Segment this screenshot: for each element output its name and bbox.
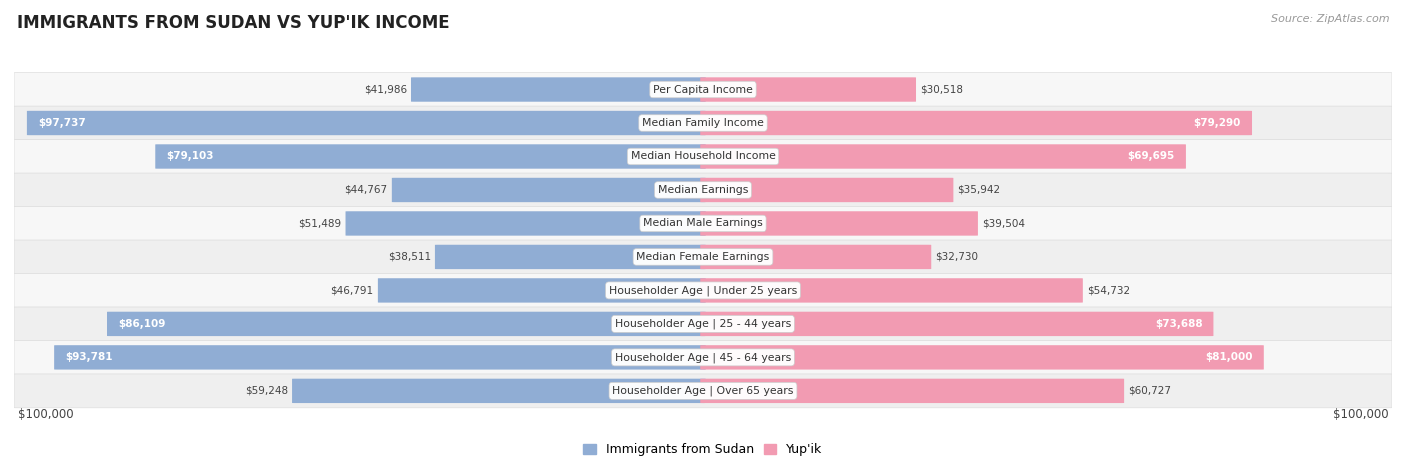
Text: $44,767: $44,767 <box>344 185 388 195</box>
FancyBboxPatch shape <box>434 245 706 269</box>
Text: IMMIGRANTS FROM SUDAN VS YUP'IK INCOME: IMMIGRANTS FROM SUDAN VS YUP'IK INCOME <box>17 14 450 32</box>
Text: $51,489: $51,489 <box>298 219 342 228</box>
FancyBboxPatch shape <box>27 111 706 135</box>
Text: $46,791: $46,791 <box>330 285 374 296</box>
FancyBboxPatch shape <box>155 144 706 169</box>
FancyBboxPatch shape <box>700 78 915 102</box>
FancyBboxPatch shape <box>14 307 1392 341</box>
Text: Median Female Earnings: Median Female Earnings <box>637 252 769 262</box>
Text: Householder Age | Over 65 years: Householder Age | Over 65 years <box>612 386 794 396</box>
Text: $35,942: $35,942 <box>957 185 1001 195</box>
Text: $79,290: $79,290 <box>1194 118 1241 128</box>
FancyBboxPatch shape <box>700 278 1083 303</box>
Text: $39,504: $39,504 <box>981 219 1025 228</box>
Text: $60,727: $60,727 <box>1128 386 1171 396</box>
FancyBboxPatch shape <box>14 106 1392 140</box>
Text: Householder Age | 25 - 44 years: Householder Age | 25 - 44 years <box>614 318 792 329</box>
FancyBboxPatch shape <box>14 274 1392 307</box>
FancyBboxPatch shape <box>411 78 706 102</box>
FancyBboxPatch shape <box>700 111 1251 135</box>
Text: $100,000: $100,000 <box>1333 408 1389 421</box>
Text: Median Household Income: Median Household Income <box>630 151 776 162</box>
FancyBboxPatch shape <box>700 245 931 269</box>
FancyBboxPatch shape <box>14 72 1392 106</box>
FancyBboxPatch shape <box>55 345 706 369</box>
Text: $54,732: $54,732 <box>1087 285 1130 296</box>
Text: $69,695: $69,695 <box>1128 151 1175 162</box>
FancyBboxPatch shape <box>378 278 706 303</box>
FancyBboxPatch shape <box>700 211 979 236</box>
FancyBboxPatch shape <box>14 340 1392 374</box>
Text: $59,248: $59,248 <box>245 386 288 396</box>
Text: $30,518: $30,518 <box>920 85 963 94</box>
Text: $100,000: $100,000 <box>17 408 73 421</box>
Text: $86,109: $86,109 <box>118 319 166 329</box>
Legend: Immigrants from Sudan, Yup'ik: Immigrants from Sudan, Yup'ik <box>578 439 828 461</box>
Text: $41,986: $41,986 <box>364 85 406 94</box>
Text: $97,737: $97,737 <box>38 118 86 128</box>
FancyBboxPatch shape <box>392 178 706 202</box>
FancyBboxPatch shape <box>14 140 1392 173</box>
FancyBboxPatch shape <box>700 311 1213 336</box>
Text: $79,103: $79,103 <box>166 151 214 162</box>
Text: Householder Age | Under 25 years: Householder Age | Under 25 years <box>609 285 797 296</box>
Text: Source: ZipAtlas.com: Source: ZipAtlas.com <box>1271 14 1389 24</box>
Text: Median Family Income: Median Family Income <box>643 118 763 128</box>
FancyBboxPatch shape <box>700 345 1264 369</box>
FancyBboxPatch shape <box>346 211 706 236</box>
Text: $81,000: $81,000 <box>1205 353 1253 362</box>
Text: $93,781: $93,781 <box>65 353 112 362</box>
Text: Median Male Earnings: Median Male Earnings <box>643 219 763 228</box>
FancyBboxPatch shape <box>107 311 706 336</box>
Text: $73,688: $73,688 <box>1154 319 1202 329</box>
FancyBboxPatch shape <box>700 178 953 202</box>
FancyBboxPatch shape <box>700 379 1125 403</box>
Text: $38,511: $38,511 <box>388 252 430 262</box>
FancyBboxPatch shape <box>292 379 706 403</box>
Text: Householder Age | 45 - 64 years: Householder Age | 45 - 64 years <box>614 352 792 363</box>
FancyBboxPatch shape <box>700 144 1185 169</box>
FancyBboxPatch shape <box>14 374 1392 408</box>
Text: Per Capita Income: Per Capita Income <box>652 85 754 94</box>
FancyBboxPatch shape <box>14 173 1392 207</box>
Text: $32,730: $32,730 <box>935 252 979 262</box>
Text: Median Earnings: Median Earnings <box>658 185 748 195</box>
FancyBboxPatch shape <box>14 240 1392 274</box>
FancyBboxPatch shape <box>14 206 1392 241</box>
